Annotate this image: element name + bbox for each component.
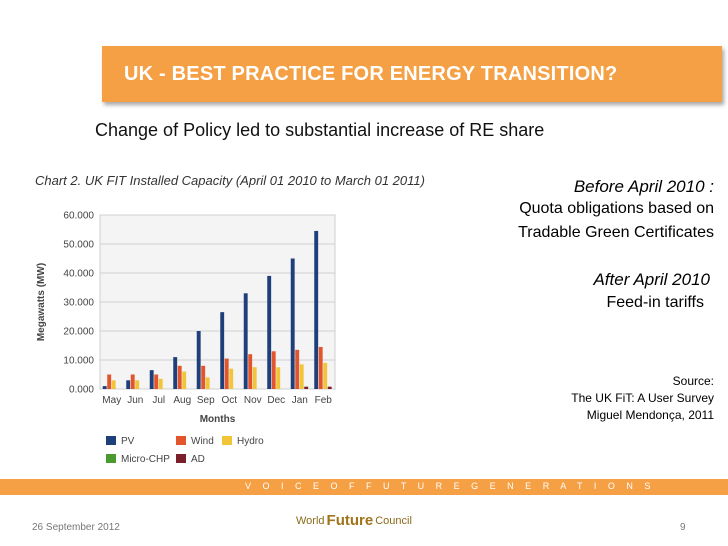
legend-label-micro-chp: Micro-CHP (121, 454, 170, 465)
bar-pv (267, 275, 272, 389)
y-axis-label: Megawatts (MW) (36, 263, 47, 341)
legend-swatch-micro-chp (106, 454, 116, 463)
logo-word-2: Future (326, 512, 374, 529)
bar-ad (327, 386, 332, 389)
footer-tagline: V O I C E O F F U T U R E G E N E R A T … (245, 481, 655, 491)
before-line-1: Quota obligations based on (519, 200, 714, 217)
x-tick-label: Oct (221, 395, 237, 406)
footer-band: V O I C E O F F U T U R E G E N E R A T … (0, 479, 728, 495)
bar-wind (201, 365, 206, 389)
x-tick-label: Jan (292, 395, 308, 406)
bar-pv (243, 293, 248, 389)
logo-word-3: Council (375, 514, 412, 527)
capacity-bar-chart: 0.000 10.000 20.000 30.000 40.000 50.000 60.00… (36, 211, 336, 465)
bar-wind (130, 374, 135, 389)
legend-swatch-pv (106, 436, 116, 445)
bar-hydro (182, 371, 187, 389)
x-tick-label: Aug (173, 395, 191, 406)
bar-hydro (135, 380, 140, 389)
bar-pv (290, 258, 295, 389)
before-heading: Before April 2010 : (573, 177, 714, 196)
legend-swatch-wind (176, 436, 186, 445)
legend-label-ad: AD (191, 454, 205, 465)
x-tick-label: May (102, 395, 121, 406)
chart-title: Chart 2. UK FIT Installed Capacity (Apri… (35, 173, 425, 188)
after-heading: After April 2010 (593, 270, 710, 289)
bar-wind (295, 349, 300, 389)
bar-hydro (323, 362, 328, 389)
x-tick-label: Sep (197, 395, 215, 406)
legend-label-hydro: Hydro (237, 436, 264, 447)
bar-wind (318, 346, 323, 389)
bar-wind (154, 374, 159, 389)
slide-subtitle: Change of Policy led to substantial incr… (95, 120, 545, 140)
bar-pv (220, 312, 225, 389)
before-line-2: Tradable Green Certificates (518, 224, 714, 241)
bar-hydro (111, 380, 116, 389)
bar-hydro (299, 364, 304, 389)
after-line-1: Feed-in tariffs (606, 294, 704, 311)
bar-ad (304, 386, 309, 389)
x-tick-label: Jun (127, 395, 143, 406)
x-axis-label: Months (200, 414, 236, 425)
source-line-2: Miguel Mendonça, 2011 (586, 408, 714, 422)
legend-swatch-hydro (222, 436, 232, 445)
page-number: 9 (680, 522, 686, 533)
bar-pv (102, 386, 107, 389)
x-tick-label: Jul (152, 395, 165, 406)
legend-label-wind: Wind (191, 436, 214, 447)
y-tick-label: 0.000 (69, 385, 94, 396)
bar-wind (248, 354, 253, 389)
y-tick-label: 50.000 (63, 240, 94, 251)
bar-hydro (276, 367, 281, 389)
x-tick-label: Nov (244, 395, 262, 406)
slide-title: UK - BEST PRACTICE FOR ENERGY TRANSITION… (102, 46, 722, 102)
bar-hydro (252, 367, 257, 389)
bar-pv (126, 380, 131, 389)
world-future-council-logo: World Future Council (296, 512, 412, 529)
x-tick-label: Dec (267, 395, 285, 406)
bar-wind (224, 358, 229, 389)
bar-wind (177, 365, 182, 389)
y-tick-label: 10.000 (63, 356, 94, 367)
x-tick-label: Feb (315, 395, 333, 406)
bar-pv (196, 331, 201, 389)
source-label: Source: (672, 374, 714, 388)
bar-pv (173, 357, 178, 389)
y-tick-label: 60.000 (63, 211, 94, 222)
legend-label-pv: PV (121, 436, 135, 447)
bar-hydro (229, 368, 234, 389)
y-tick-label: 30.000 (63, 298, 94, 309)
y-tick-label: 20.000 (63, 327, 94, 338)
bar-wind (107, 374, 112, 389)
bar-wind (271, 351, 276, 389)
bar-hydro (205, 377, 210, 389)
bar-pv (314, 230, 319, 389)
bar-pv (149, 370, 154, 389)
logo-word-1: World (296, 514, 325, 527)
slide-date: 26 September 2012 (32, 522, 120, 533)
legend-swatch-ad (176, 454, 186, 463)
bar-hydro (158, 378, 163, 389)
y-tick-label: 40.000 (63, 269, 94, 280)
source-line-1: The UK FiT: A User Survey (571, 391, 714, 405)
